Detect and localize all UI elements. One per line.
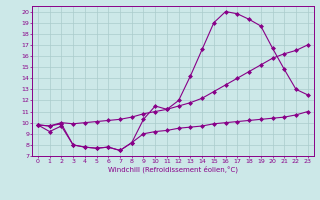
X-axis label: Windchill (Refroidissement éolien,°C): Windchill (Refroidissement éolien,°C) [108,165,238,173]
